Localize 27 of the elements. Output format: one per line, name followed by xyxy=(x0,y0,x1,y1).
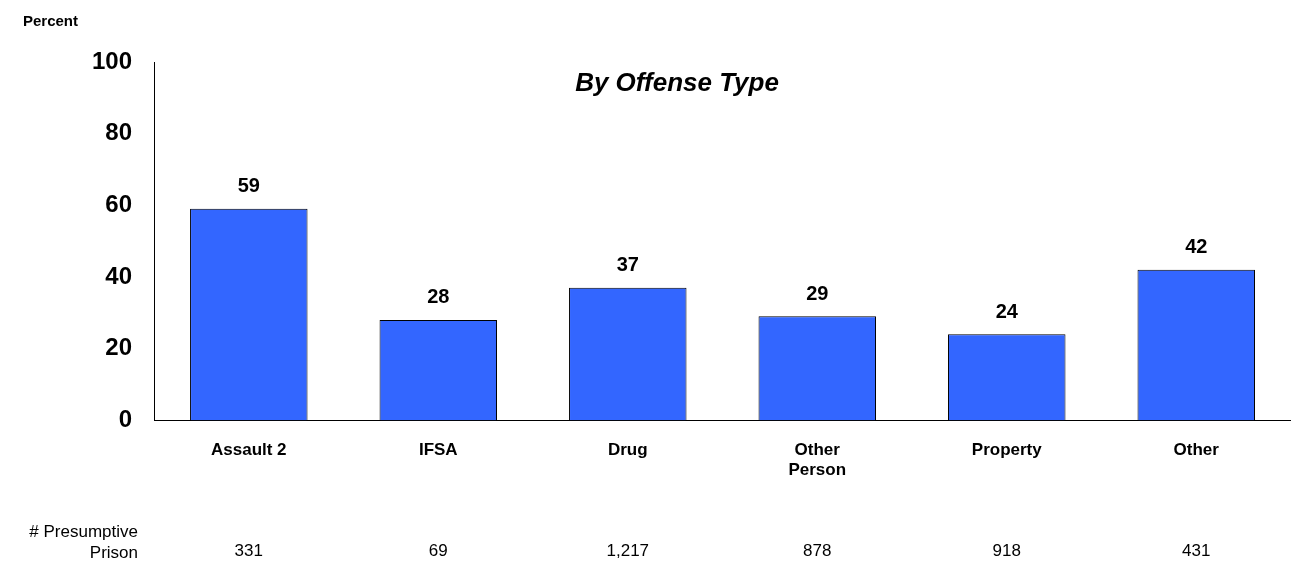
data-label: 28 xyxy=(427,285,450,308)
chart-title: By Offense Type xyxy=(575,67,779,98)
x-tick-label: Other xyxy=(1173,440,1220,460)
text: 918 xyxy=(992,540,1021,560)
y-tick-label: 0 xyxy=(118,404,133,432)
text: 1,217 xyxy=(606,540,650,560)
y-axis-title: Percent xyxy=(23,12,79,30)
x-tick-label: IFSA xyxy=(418,440,458,460)
data-label: 24 xyxy=(995,299,1019,322)
y-tick-label: 20 xyxy=(105,333,133,361)
text: 878 xyxy=(803,540,832,560)
x-tick-label: Drug xyxy=(607,440,648,460)
text: # Presumptive Prison xyxy=(29,521,138,562)
text: 431 xyxy=(1182,540,1211,560)
data-label: 29 xyxy=(806,281,829,304)
y-tick-label: 40 xyxy=(105,261,133,289)
y-tick-label: 80 xyxy=(105,118,133,146)
text: 331 xyxy=(234,540,263,560)
data-label: 42 xyxy=(1185,235,1208,258)
x-tick-label: Property xyxy=(971,440,1043,460)
y-tick-label: 60 xyxy=(105,189,133,217)
y-tick-label: 100 xyxy=(92,46,133,74)
data-label: 59 xyxy=(237,174,260,197)
x-tick-label: Other Person xyxy=(788,440,847,480)
data-label: 37 xyxy=(616,253,639,276)
text: 69 xyxy=(428,540,448,560)
x-tick-label: Assault 2 xyxy=(210,440,287,460)
